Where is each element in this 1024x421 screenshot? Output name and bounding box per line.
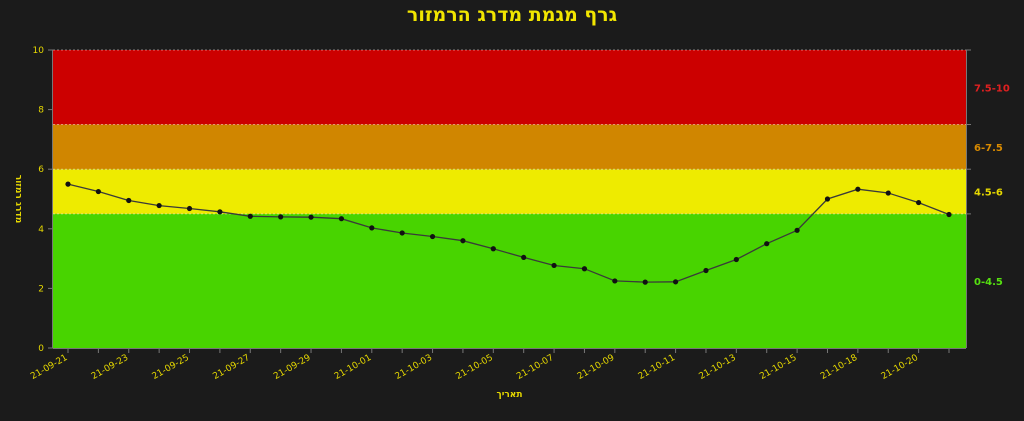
- y-tick-label: 4: [38, 225, 44, 235]
- data-point[interactable]: [186, 205, 193, 212]
- data-point[interactable]: [824, 196, 831, 202]
- band-3: [53, 50, 966, 125]
- data-point[interactable]: [217, 209, 223, 215]
- x-tick-label: 21-10-07: [515, 353, 555, 382]
- axes-layer: [52, 50, 967, 349]
- data-point[interactable]: [581, 266, 588, 272]
- x-tick-label: 21-09-21: [29, 353, 69, 382]
- y-tick-label: 0: [38, 344, 44, 354]
- x-tick-label: 21-10-03: [394, 353, 434, 382]
- data-point[interactable]: [551, 262, 557, 269]
- band-label: 7.5-10: [974, 83, 1010, 94]
- series-layer: [65, 181, 952, 285]
- data-point[interactable]: [308, 214, 314, 220]
- data-point[interactable]: [521, 254, 527, 261]
- x-tick-label: 21-10-01: [333, 353, 373, 382]
- band-2: [53, 124, 966, 170]
- band-label: 4.5-6: [974, 188, 1003, 199]
- data-point[interactable]: [703, 267, 709, 274]
- data-point[interactable]: [612, 278, 618, 284]
- x-tick-label: 21-09-27: [211, 353, 251, 382]
- x-tick-label: 21-10-09: [576, 353, 617, 382]
- data-point[interactable]: [794, 227, 800, 233]
- band-label: 6-7.5: [974, 143, 1003, 154]
- series-line-0: [67, 183, 950, 283]
- data-point[interactable]: [672, 279, 679, 285]
- x-tick-label: 21-10-20: [880, 353, 921, 382]
- x-tick-label: 21-10-11: [637, 353, 677, 382]
- data-point[interactable]: [733, 256, 739, 263]
- data-point[interactable]: [490, 246, 496, 252]
- y-tick-label: 10: [33, 46, 45, 56]
- data-point[interactable]: [247, 213, 253, 219]
- band-1: [53, 169, 966, 214]
- data-point[interactable]: [885, 190, 891, 196]
- data-point[interactable]: [278, 214, 284, 220]
- band-label-layer: 0-4.5 4.5-6 6-7.5 7.5-10: [966, 49, 1010, 288]
- data-point[interactable]: [65, 181, 71, 187]
- data-point[interactable]: [946, 211, 952, 218]
- band-label: 0-4.5: [974, 277, 1003, 288]
- x-tick-label: 21-09-29: [272, 353, 313, 382]
- x-tick-label: 21-10-15: [758, 353, 798, 382]
- data-point[interactable]: [460, 238, 466, 244]
- x-tick-label: 21-10-13: [697, 353, 737, 382]
- x-tick-label: 21-10-18: [819, 353, 860, 382]
- data-point[interactable]: [95, 188, 101, 195]
- data-point[interactable]: [916, 199, 922, 206]
- data-point[interactable]: [429, 233, 436, 240]
- data-point[interactable]: [156, 202, 162, 209]
- x-tick-layer: 21-09-21 21-09-23 21-09-25 21-09-27 21-09-29…: [29, 348, 950, 382]
- band-layer: [53, 49, 966, 348]
- y-tick-layer: 0 2 4 6 8 10: [33, 46, 53, 354]
- x-tick-label: 21-09-23: [90, 353, 130, 382]
- chart-title: גרף מגמת מדרג הרמזור: [406, 4, 618, 26]
- data-point[interactable]: [399, 230, 405, 236]
- x-tick-label: 21-09-25: [151, 353, 191, 382]
- data-point[interactable]: [642, 279, 648, 285]
- y-tick-label: 6: [38, 165, 44, 175]
- y-tick-label: 8: [38, 106, 44, 116]
- x-axis-title: תאריך: [497, 390, 523, 400]
- x-tick-label: 21-10-05: [454, 353, 494, 382]
- data-point[interactable]: [338, 216, 345, 222]
- data-point[interactable]: [126, 197, 132, 204]
- data-point[interactable]: [764, 241, 770, 247]
- y-axis-title: מדרג רמזור: [13, 175, 23, 223]
- data-point[interactable]: [855, 186, 861, 192]
- band-0: [53, 213, 966, 348]
- data-point[interactable]: [369, 225, 375, 231]
- y-tick-label: 2: [38, 284, 44, 294]
